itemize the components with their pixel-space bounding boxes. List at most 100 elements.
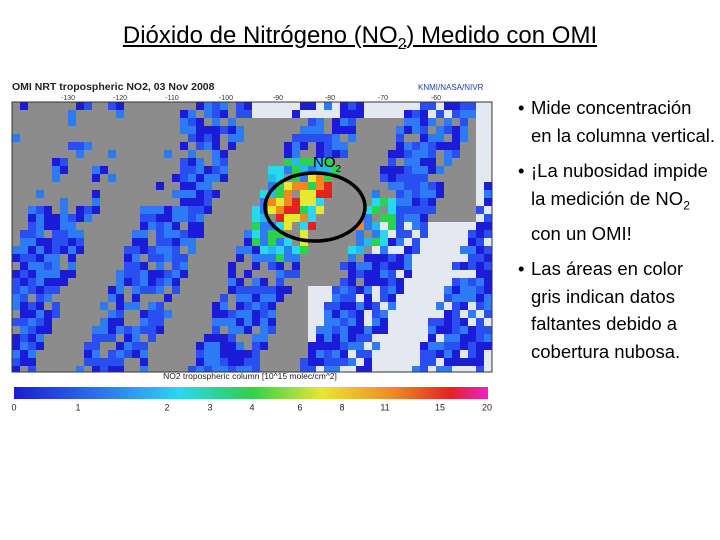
map-pixel <box>436 366 444 372</box>
map-pixel <box>452 166 460 174</box>
map-pixel <box>60 126 68 134</box>
map-pixel <box>292 286 300 294</box>
map-pixel <box>436 110 444 118</box>
map-pixel <box>372 174 380 182</box>
map-pixel <box>332 142 340 150</box>
colorbar-tick-label: 8 <box>339 402 344 412</box>
map-pixel <box>28 206 36 214</box>
map-pixel <box>396 102 404 110</box>
map-pixel <box>132 150 140 158</box>
map-pixel <box>212 158 220 166</box>
map-pixel <box>220 254 228 262</box>
map-pixel <box>188 206 196 214</box>
map-pixel <box>140 190 148 198</box>
map-pixel <box>60 150 68 158</box>
map-pixel <box>364 118 372 126</box>
map-pixel <box>372 358 380 366</box>
map-pixel <box>180 142 188 150</box>
map-pixel <box>284 366 292 372</box>
map-pixel <box>332 230 340 238</box>
map-pixel <box>412 142 420 150</box>
map-pixel <box>108 174 116 182</box>
map-pixel <box>396 110 404 118</box>
map-pixel <box>348 318 356 326</box>
map-pixel <box>404 318 412 326</box>
map-pixel <box>196 222 204 230</box>
map-pixel <box>340 246 348 254</box>
map-pixel <box>204 302 212 310</box>
map-pixel <box>348 230 356 238</box>
map-pixel <box>140 150 148 158</box>
map-pixel <box>84 222 92 230</box>
map-pixel <box>348 350 356 358</box>
map-pixel <box>364 126 372 134</box>
map-pixel <box>420 158 428 166</box>
map-pixel <box>340 134 348 142</box>
map-pixel <box>212 206 220 214</box>
map-pixel <box>300 158 308 166</box>
map-pixel <box>404 350 412 358</box>
map-pixel <box>436 278 444 286</box>
map-pixel <box>156 238 164 246</box>
map-pixel <box>444 198 452 206</box>
map-pixel <box>204 182 212 190</box>
colorbar-tick-label: 20 <box>482 402 492 412</box>
map-pixel <box>404 246 412 254</box>
map-pixel <box>196 302 204 310</box>
map-pixel <box>388 214 396 222</box>
map-pixel <box>260 222 268 230</box>
map-pixel <box>380 270 388 278</box>
map-pixel <box>52 350 60 358</box>
map-pixel <box>76 110 84 118</box>
map-pixel <box>228 174 236 182</box>
map-pixel <box>316 174 324 182</box>
map-pixel <box>260 262 268 270</box>
map-pixel <box>164 222 172 230</box>
map-pixel <box>244 190 252 198</box>
map-pixel <box>332 206 340 214</box>
map-pixel <box>252 262 260 270</box>
map-pixel <box>220 222 228 230</box>
map-pixel <box>92 326 100 334</box>
map-pixel <box>196 326 204 334</box>
map-pixel <box>116 238 124 246</box>
map-pixel <box>92 246 100 254</box>
map-pixel <box>436 310 444 318</box>
map-pixel <box>92 126 100 134</box>
map-pixel <box>324 198 332 206</box>
map-pixel <box>372 190 380 198</box>
bullet-list: Mide concentración en la columna vertica… <box>512 94 717 373</box>
map-pixel <box>28 110 36 118</box>
map-pixel <box>428 286 436 294</box>
map-pixel <box>124 246 132 254</box>
map-pixel <box>468 158 476 166</box>
map-pixel <box>116 254 124 262</box>
map-pixel <box>156 150 164 158</box>
map-pixel <box>388 134 396 142</box>
map-pixel <box>12 238 20 246</box>
map-pixel <box>180 270 188 278</box>
map-pixel <box>284 310 292 318</box>
map-pixel <box>428 278 436 286</box>
map-pixel <box>348 110 356 118</box>
map-pixel <box>188 350 196 358</box>
map-pixel <box>340 102 348 110</box>
map-pixel <box>92 318 100 326</box>
map-pixel <box>252 166 260 174</box>
map-pixel <box>428 214 436 222</box>
map-pixel <box>164 262 172 270</box>
map-pixel <box>420 334 428 342</box>
map-pixel <box>220 150 228 158</box>
map-pixel <box>68 262 76 270</box>
map-pixel <box>388 110 396 118</box>
map-pixel <box>92 342 100 350</box>
map-pixel <box>348 158 356 166</box>
map-pixel <box>388 262 396 270</box>
map-pixel <box>316 262 324 270</box>
map-pixel <box>468 334 476 342</box>
map-pixel <box>428 222 436 230</box>
annotation-text: NO <box>313 154 336 171</box>
map-pixel <box>28 174 36 182</box>
map-pixel <box>268 254 276 262</box>
map-pixel <box>396 342 404 350</box>
